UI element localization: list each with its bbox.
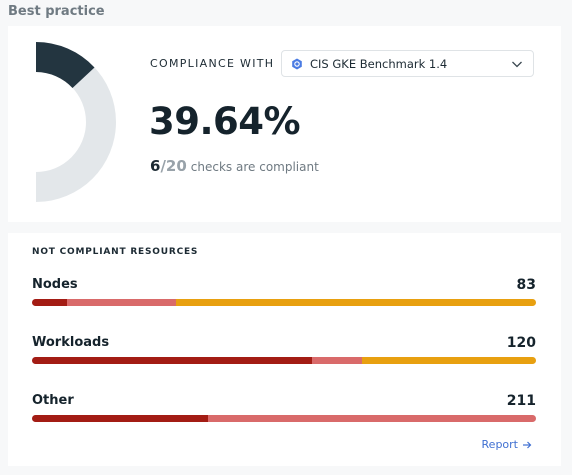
resource-count-workloads: 120 bbox=[506, 335, 536, 351]
bar-segment-critical bbox=[32, 299, 68, 306]
resource-bar-nodes bbox=[32, 299, 536, 306]
checks-total-count: 20 bbox=[165, 157, 187, 175]
checks-separator: / bbox=[160, 157, 166, 175]
not-compliant-title: NOT COMPLIANT RESOURCES bbox=[32, 247, 199, 257]
compliance-card: COMPLIANCE WITH CIS GKE Benchmark 1.4 39… bbox=[8, 26, 561, 222]
report-link-label: Report bbox=[481, 438, 518, 451]
compliance-label: COMPLIANCE WITH bbox=[150, 57, 275, 70]
bar-segment-medium bbox=[175, 299, 536, 306]
bar-segment-critical bbox=[32, 415, 209, 422]
checks-text: checks are compliant bbox=[190, 160, 319, 174]
resource-label-nodes: Nodes bbox=[32, 277, 78, 292]
compliance-donut-chart bbox=[36, 42, 116, 202]
report-link[interactable]: Report bbox=[482, 438, 532, 451]
bar-segment-high bbox=[311, 357, 363, 364]
resource-bar-workloads bbox=[32, 357, 536, 364]
donut-track bbox=[36, 42, 116, 202]
resource-label-workloads: Workloads bbox=[32, 335, 110, 350]
not-compliant-card: NOT COMPLIANT RESOURCES Nodes 83 Workloa… bbox=[8, 233, 561, 466]
benchmark-select[interactable]: CIS GKE Benchmark 1.4 bbox=[281, 50, 534, 77]
donut-fill bbox=[36, 42, 95, 88]
checks-passed-count: 6 bbox=[150, 157, 161, 175]
compliance-percentage: 39.64% bbox=[149, 100, 301, 143]
bar-segment-critical bbox=[32, 357, 312, 364]
arrow-right-icon bbox=[523, 441, 532, 448]
benchmark-select-value: CIS GKE Benchmark 1.4 bbox=[310, 57, 448, 71]
bar-segment-high bbox=[67, 299, 176, 306]
bar-segment-high bbox=[208, 415, 536, 422]
section-title: Best practice bbox=[8, 4, 105, 19]
gke-icon bbox=[292, 58, 302, 70]
checks-summary: 6/20 checks are compliant bbox=[150, 157, 319, 175]
resource-count-other: 211 bbox=[506, 393, 536, 409]
bar-segment-medium bbox=[362, 357, 536, 364]
resource-label-other: Other bbox=[32, 393, 74, 408]
chevron-down-icon bbox=[512, 61, 522, 68]
resource-bar-other bbox=[32, 415, 536, 422]
resource-count-nodes: 83 bbox=[516, 277, 536, 293]
